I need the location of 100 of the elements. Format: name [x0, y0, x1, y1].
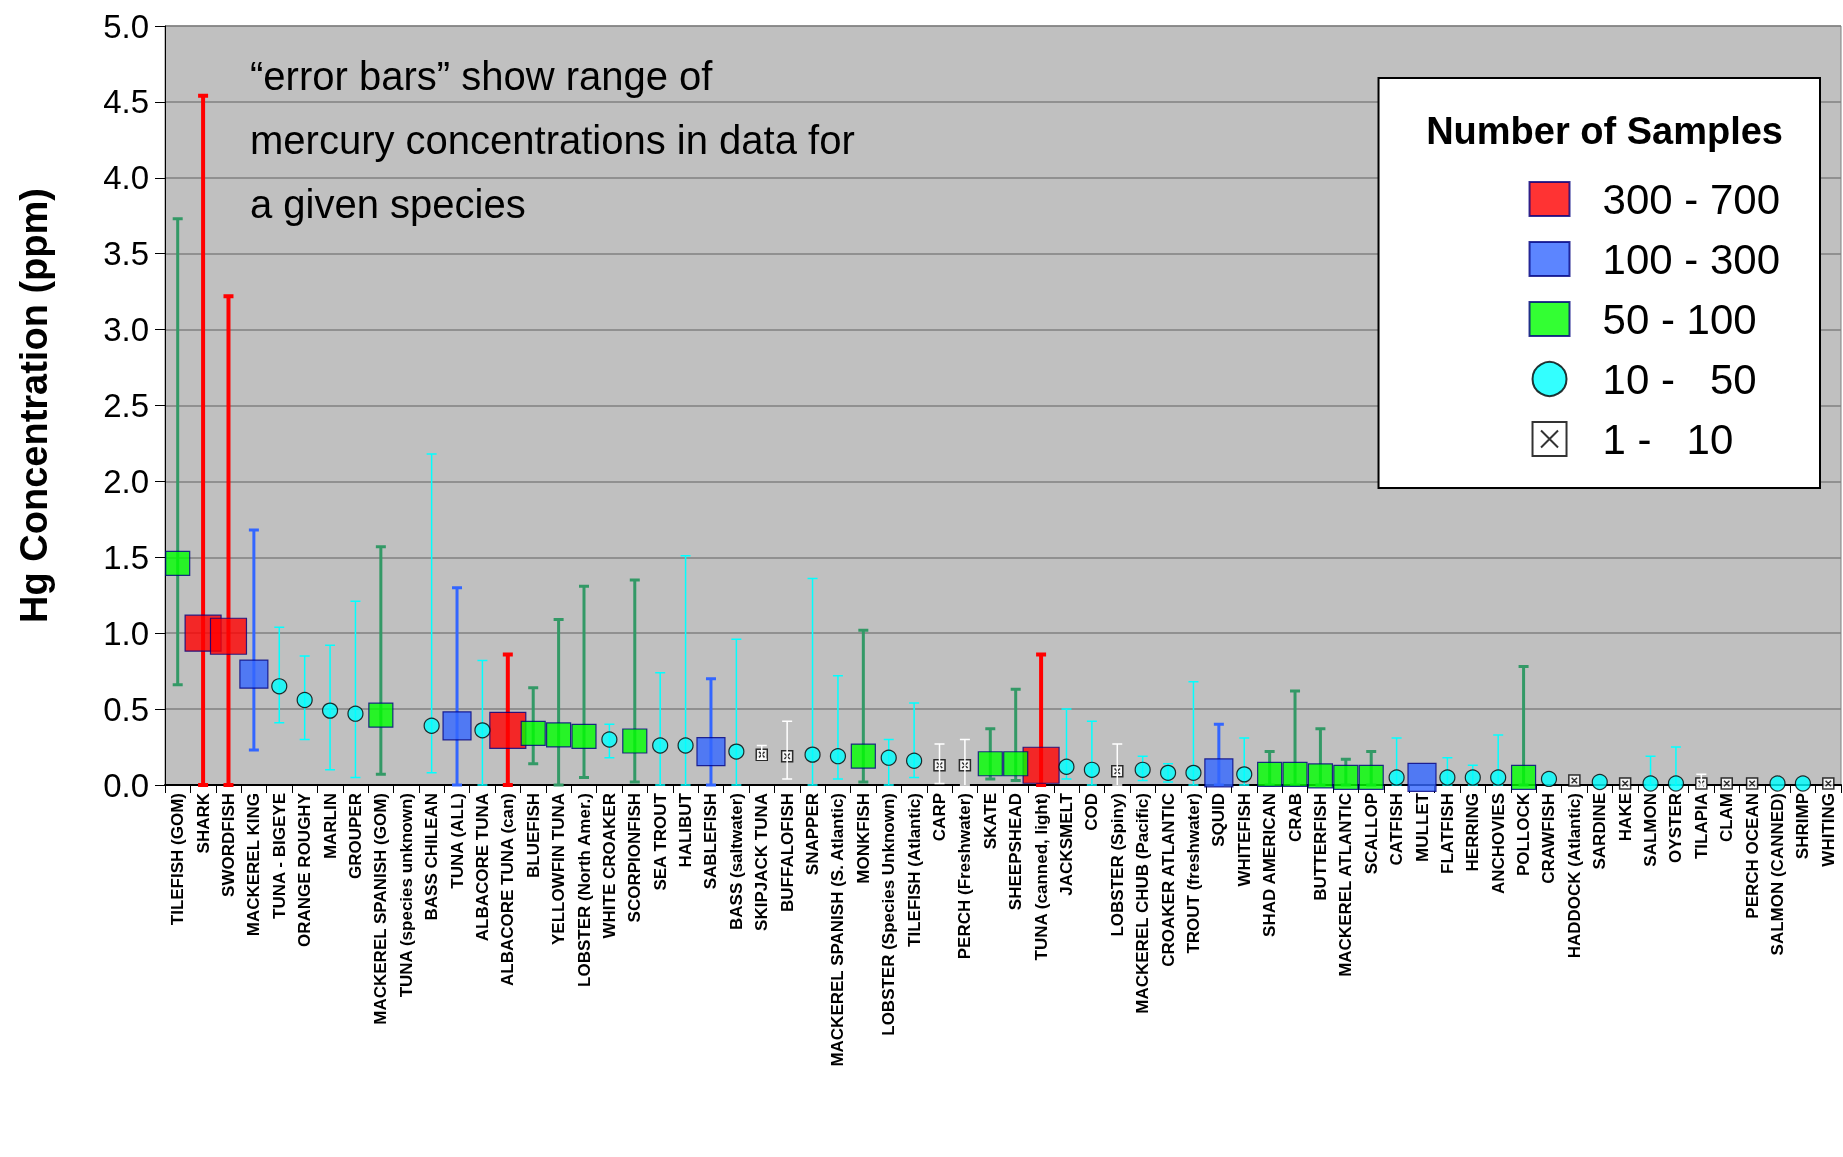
x-tick-label: GROUPER: [345, 793, 365, 879]
legend-label: 100 - 300: [1602, 235, 1781, 283]
x-tick-label: POLLOCK: [1514, 792, 1534, 877]
point: [880, 749, 897, 766]
point: [239, 659, 269, 689]
point: [1568, 774, 1581, 787]
x-tick-label: ORANGE ROUGHY: [295, 792, 315, 947]
point: [1720, 777, 1733, 790]
point: [622, 728, 648, 754]
x-tick-label: SABLEFISH: [701, 793, 721, 890]
point: [368, 702, 394, 728]
x-tick-label: TUNA (species unknown): [396, 793, 416, 998]
x-tick-label: BUTTERFISH: [1310, 793, 1330, 901]
x-tick-label: MACKEREL CHUB (Pacific): [1133, 793, 1153, 1014]
x-tick-label: MACKEREL SPANISH (GOM): [371, 793, 391, 1025]
x-tick-label: SALMON: [1641, 793, 1661, 867]
x-tick-label: MACKEREL KING: [244, 793, 264, 937]
point: [804, 746, 821, 763]
x-tick-label: HAKE: [1615, 793, 1635, 842]
point: [1591, 773, 1608, 791]
x-tick-label: SHARK: [193, 792, 213, 854]
point: [1642, 775, 1659, 792]
point: [571, 723, 597, 750]
x-tick-label: MACKEREL ATLANTIC: [1336, 793, 1356, 977]
x-tick-label: SHAD AMERICAN: [1260, 793, 1280, 937]
x-tick-label: SNAPPER: [803, 793, 823, 876]
point: [1204, 758, 1234, 788]
x-tick-label: PERCH OCEAN: [1742, 793, 1762, 919]
x-tick-label: SCALLOP: [1361, 793, 1381, 875]
point: [1388, 769, 1405, 786]
x-tick-label: FLATFISH: [1437, 793, 1457, 874]
point: [1769, 775, 1786, 792]
x-tick-label: LOBSTER (North Amer.): [574, 793, 594, 987]
x-tick-label: SARDINE: [1590, 793, 1610, 870]
x-tick-label: CARP: [930, 793, 950, 842]
x-tick-label: YELLOWFIN TUNA: [549, 793, 569, 946]
x-tick-label: SHEEPSHEAD: [1006, 793, 1026, 911]
point: [601, 731, 618, 748]
x-tick-label: WHITEFISH: [1234, 793, 1254, 887]
x-tick-label: TILEFISH (GOM): [168, 793, 188, 926]
x-tick-label: TUNA (canned, light): [1031, 793, 1051, 961]
x-tick-label: SCORPIONFISH: [625, 793, 645, 923]
x-tick-label: CLAM: [1717, 793, 1737, 843]
x-tick-label: CRAWFISH: [1539, 793, 1559, 884]
x-tick-label: HALIBUT: [676, 792, 696, 868]
x-tick-label: COD: [1082, 793, 1102, 831]
x-tick-label: SEA TROUT: [650, 792, 670, 891]
x-tick-label: TUNA (ALL): [447, 793, 467, 889]
point: [1022, 746, 1060, 784]
x-tick-label: LOBSTER (Spiny): [1107, 793, 1127, 937]
x-tick-label: ALBACORE TUNA: [472, 793, 492, 942]
point: [1358, 764, 1384, 791]
point: [850, 743, 876, 769]
point: [1407, 762, 1437, 793]
point: [977, 751, 1003, 777]
x-tick-label: MULLET: [1412, 792, 1432, 862]
point: [165, 550, 191, 576]
x-tick-label: ANCHOVIES: [1488, 793, 1508, 895]
x-tick-label: PERCH (Freshwater): [955, 793, 975, 960]
x-tick-label: CRAB: [1285, 793, 1305, 843]
x-tick-label: MARLIN: [320, 793, 340, 860]
x-tick-label: LOBSTER (Species Unknown): [879, 793, 899, 1036]
point: [1134, 761, 1151, 778]
legend-label: 300 - 700: [1602, 175, 1781, 223]
point: [520, 720, 546, 746]
point: [1794, 775, 1812, 792]
x-tick-label: BASS CHILEAN: [422, 793, 442, 921]
x-tick-label: TILAPIA: [1691, 793, 1711, 860]
point: [1439, 769, 1456, 786]
point: [321, 702, 339, 719]
annotation: “error bars” show range of mercury concentrations in data for a given species: [250, 54, 866, 226]
x-tick-label: HADDOCK (Atlantic): [1564, 793, 1584, 959]
x-tick-label: WHITE CROAKER: [599, 793, 619, 939]
point: [1003, 751, 1029, 777]
point: [296, 691, 313, 709]
x-tick-label: CROAKER ATLANTIC: [1158, 793, 1178, 967]
point: [271, 678, 288, 695]
x-tick-label: MONKFISH: [853, 793, 873, 884]
y-tick-label: 2.0: [103, 462, 149, 500]
point: [1282, 761, 1308, 787]
point: [1822, 777, 1835, 790]
legend-label: 1 - 10: [1602, 415, 1734, 463]
x-tick-label: SWORDFISH: [218, 793, 238, 897]
point: [1236, 766, 1253, 783]
point: [423, 717, 440, 734]
y-tick-label: 2.5: [103, 387, 149, 424]
point: [1307, 763, 1334, 789]
x-tick-label: SHRIMP: [1793, 793, 1813, 860]
x-tick-label: ALBACORE TUNA (can): [498, 793, 518, 986]
x-tick-label: TROUT (freshwater): [1183, 793, 1203, 954]
point: [1257, 761, 1283, 787]
y-tick-label: 4.0: [103, 159, 149, 197]
x-tick-label: WHITING: [1818, 793, 1838, 867]
legend-title: Number of Samples: [1426, 110, 1784, 152]
point: [546, 722, 572, 748]
x-tick-label: TILEFISH (Atlantic): [904, 793, 924, 947]
y-tick-label: 1.0: [103, 614, 149, 652]
x-tick-label: MACKEREL SPANISH (S. Atlantic): [828, 793, 848, 1067]
legend-label: 50 - 100: [1602, 295, 1757, 343]
y-tick-label: 0.5: [103, 690, 149, 728]
